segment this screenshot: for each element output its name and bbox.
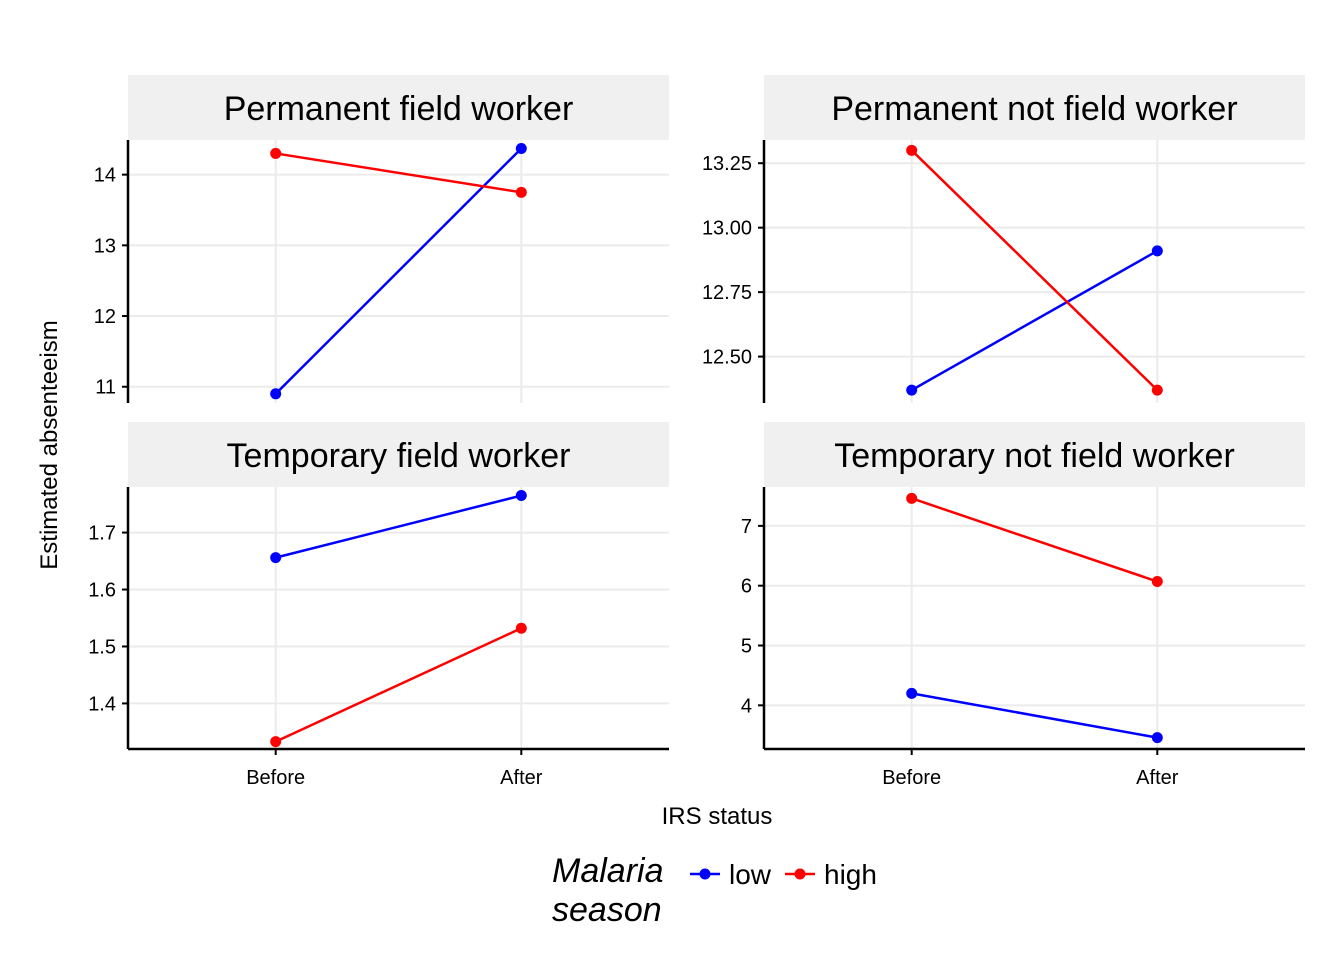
panel-title: Temporary not field worker (834, 437, 1235, 475)
y-tick-label: 4 (741, 695, 752, 717)
data-point-high (270, 147, 282, 159)
legend-label-low: low (729, 859, 772, 890)
series-line-high (910, 149, 1159, 392)
y-tick-label: 12.75 (702, 282, 752, 304)
panel-1: Permanent field worker 11 12 13 14 (94, 75, 669, 403)
series-line-low (911, 692, 1158, 739)
x-tick-label: After (1136, 767, 1179, 789)
panel-2: Permanent not field worker 12.50 12.75 13.0… (702, 75, 1305, 403)
panels-layer: Permanent field worker11121314Permanent … (88, 75, 1305, 789)
panel-title: Permanent field worker (224, 90, 574, 128)
legend-keys: low high (690, 859, 877, 890)
panel-title: Permanent not field worker (831, 90, 1237, 128)
y-tick-label: 12.50 (702, 347, 752, 369)
data-point-low (906, 687, 918, 699)
y-tick-label: 13.00 (702, 218, 752, 240)
legend-title-line-2: season (552, 891, 662, 929)
data-point-low (515, 490, 527, 502)
data-point-high (1151, 576, 1163, 588)
legend: Malaria season low high (552, 852, 877, 929)
y-tick-label: 11 (95, 377, 116, 399)
y-tick-label: 13 (94, 235, 116, 257)
panel-strip (764, 75, 1305, 140)
y-tick-label: 7 (741, 516, 752, 538)
legend-key-point-high (794, 868, 806, 880)
data-point-low (270, 552, 282, 564)
data-point-high (515, 186, 527, 198)
x-axis-title: IRS status (662, 803, 773, 830)
y-axis-title: Estimated absenteeism (36, 320, 63, 569)
y-tick-label: 1.4 (88, 693, 116, 715)
x-tick-label: Before (246, 767, 305, 789)
y-tick-label: 13.25 (702, 153, 752, 175)
data-point-low (1151, 245, 1163, 257)
y-tick-label: 6 (741, 576, 752, 598)
data-point-low (270, 388, 282, 400)
y-tick-label: 1.5 (88, 636, 116, 658)
y-tick-label: 1.6 (88, 580, 116, 602)
y-tick-label: 1.7 (88, 523, 116, 545)
series-line-low (911, 249, 1158, 392)
legend-title-line-1: Malaria (552, 852, 663, 890)
panel-strip (764, 422, 1305, 487)
panel-3: Temporary field worker 1.4 1.5 1.6 1.7 Before… (88, 422, 669, 789)
x-tick-label: After (500, 767, 543, 789)
series-line-low (275, 494, 522, 559)
y-tick-label: 12 (94, 306, 116, 328)
data-point-high (906, 492, 918, 504)
y-tick-label: 5 (741, 636, 752, 658)
x-tick-label: Before (882, 767, 941, 789)
data-point-high (1151, 384, 1163, 396)
panel-strip (128, 75, 669, 140)
series-line-low (274, 147, 523, 395)
legend-label-high: high (824, 859, 877, 890)
data-point-high (270, 736, 282, 748)
data-point-high (515, 622, 527, 634)
y-tick-label: 14 (94, 165, 116, 187)
panel-strip (128, 422, 669, 487)
data-point-low (906, 384, 918, 396)
series-line-high (911, 497, 1158, 583)
data-point-high (906, 144, 918, 156)
series-line-high (275, 152, 522, 194)
data-point-low (1151, 732, 1163, 744)
data-point-low (515, 142, 527, 154)
panel-title: Temporary field worker (227, 437, 571, 475)
panel-4: Temporary not field worker 4 5 6 7 Before Afte… (741, 422, 1305, 789)
series-line-high (275, 627, 522, 743)
legend-key-point-low (699, 868, 711, 880)
